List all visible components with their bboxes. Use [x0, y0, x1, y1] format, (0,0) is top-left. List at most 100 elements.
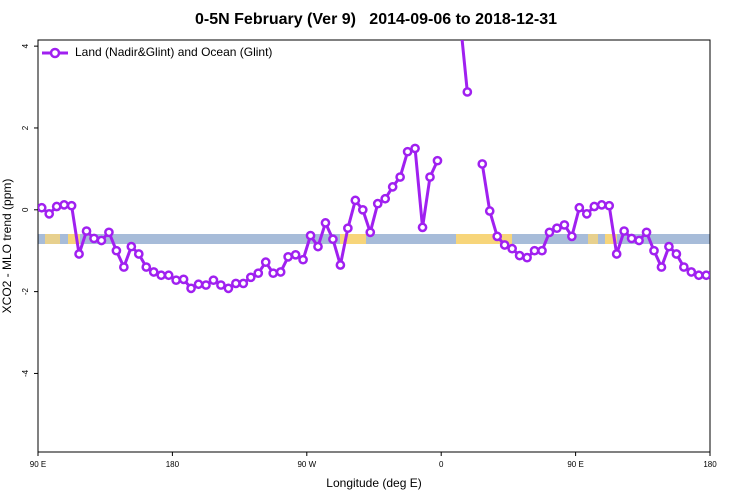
data-point	[686, 267, 697, 277]
data-point	[119, 262, 129, 272]
legend-marker	[49, 47, 61, 59]
data-point	[544, 227, 555, 238]
x-tick-label: 90 E	[30, 460, 46, 469]
data-point	[51, 201, 62, 212]
data-point	[492, 231, 503, 242]
plot-frame	[37, 39, 711, 453]
data-point	[290, 249, 301, 260]
data-point	[432, 155, 443, 166]
data-point	[245, 272, 256, 283]
data-point	[693, 270, 704, 281]
data-point	[559, 220, 570, 230]
x-tick-label: 90 E	[567, 460, 583, 469]
data-point	[372, 198, 383, 209]
series	[38, 40, 710, 294]
data-point	[283, 251, 293, 262]
data-point	[656, 262, 667, 272]
data-point	[641, 227, 652, 238]
data-point	[477, 159, 488, 169]
data-point	[380, 193, 391, 204]
x-axis-label: Longitude (deg E)	[326, 476, 421, 490]
data-point	[38, 202, 47, 213]
data-point	[522, 252, 532, 263]
data-point	[238, 278, 249, 289]
chart-title: 0-5N February (Ver 9) 2014-09-06 to 2018…	[195, 11, 557, 28]
data-point	[156, 270, 167, 281]
legend: Land (Nadir&Glint) and Ocean (Glint)	[42, 45, 272, 59]
x-tick-label: 0	[439, 460, 444, 469]
data-point	[216, 280, 226, 290]
data-point	[335, 260, 346, 270]
data-point	[395, 172, 405, 182]
data-point	[313, 241, 323, 252]
data-point	[148, 267, 159, 277]
data-point	[537, 245, 547, 256]
data-point	[275, 267, 286, 277]
data-point	[649, 245, 659, 256]
data-point	[664, 241, 674, 252]
data-point	[343, 223, 353, 234]
data-point	[402, 146, 413, 157]
data-point	[81, 226, 92, 236]
data-point	[499, 240, 510, 250]
data-point	[581, 209, 592, 219]
data-point	[89, 233, 99, 244]
data-point	[425, 172, 435, 182]
data-point	[604, 200, 615, 211]
y-tick-label: 4	[21, 43, 30, 48]
data-point	[552, 223, 562, 234]
data-point	[193, 279, 204, 290]
data-point	[596, 200, 607, 210]
data-point	[268, 268, 279, 279]
x-tick-label: 180	[703, 460, 717, 469]
data-point	[507, 243, 517, 254]
data-point	[260, 257, 271, 268]
data-point	[574, 202, 585, 213]
data-point	[111, 245, 122, 256]
data-point	[634, 235, 644, 246]
data-point	[253, 268, 264, 279]
data-point	[619, 226, 629, 236]
data-point	[44, 209, 55, 219]
data-point	[357, 204, 368, 215]
surface-band	[38, 234, 710, 244]
data-point	[679, 262, 689, 272]
data-point	[66, 200, 77, 211]
data-point	[387, 182, 398, 192]
y-axis-label: XCO2 - MLO trend (ppm)	[0, 179, 14, 314]
data-point	[701, 270, 710, 281]
data-point	[320, 218, 331, 228]
data-point	[163, 270, 174, 281]
y-tick-label: 2	[21, 125, 30, 130]
data-point	[208, 275, 219, 286]
data-point	[141, 262, 152, 272]
data-point	[201, 280, 211, 290]
x-tick-label: 90 W	[297, 460, 316, 469]
data-point	[611, 249, 622, 259]
y-tick-label: 0	[21, 207, 30, 212]
data-point	[223, 283, 234, 294]
data-point	[328, 234, 338, 245]
data-point	[178, 274, 189, 285]
data-point	[59, 200, 69, 210]
data-point	[171, 275, 181, 286]
data-point	[133, 249, 144, 259]
data-point	[231, 278, 241, 289]
data-point	[298, 254, 308, 265]
data-point	[186, 283, 196, 294]
data-point	[589, 201, 600, 212]
data-point	[104, 227, 114, 238]
data-point	[529, 245, 540, 256]
legend-label: Land (Nadir&Glint) and Ocean (Glint)	[75, 45, 272, 59]
y-tick-label: -4	[21, 369, 30, 377]
data-point	[126, 241, 137, 252]
data-point	[410, 143, 420, 154]
data-point	[350, 195, 361, 206]
data-point	[305, 230, 316, 241]
data-point	[417, 222, 428, 233]
data-point	[514, 250, 525, 261]
data-point	[74, 249, 84, 259]
data-point	[626, 233, 637, 244]
y-tick-label: -2	[21, 288, 30, 296]
